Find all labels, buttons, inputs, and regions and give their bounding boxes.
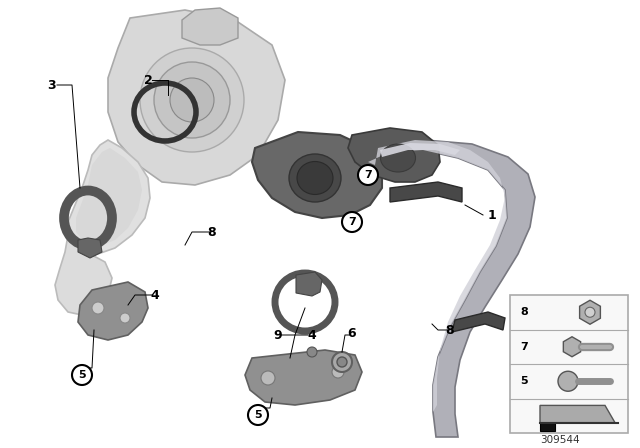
Text: 4: 4 bbox=[150, 289, 159, 302]
Polygon shape bbox=[540, 405, 615, 422]
Text: 3: 3 bbox=[48, 78, 56, 91]
Polygon shape bbox=[348, 128, 440, 182]
FancyBboxPatch shape bbox=[510, 295, 628, 433]
Text: 4: 4 bbox=[308, 328, 316, 341]
Text: 309544: 309544 bbox=[540, 435, 580, 445]
Polygon shape bbox=[380, 143, 460, 157]
Polygon shape bbox=[182, 8, 238, 45]
Text: 8: 8 bbox=[445, 323, 454, 336]
Ellipse shape bbox=[289, 154, 341, 202]
Text: 5: 5 bbox=[254, 410, 262, 420]
Polygon shape bbox=[358, 140, 535, 437]
Circle shape bbox=[261, 371, 275, 385]
Polygon shape bbox=[540, 422, 555, 431]
Polygon shape bbox=[390, 182, 462, 202]
Circle shape bbox=[332, 352, 352, 372]
Text: 7: 7 bbox=[348, 217, 356, 227]
Polygon shape bbox=[452, 312, 505, 332]
Text: 5: 5 bbox=[520, 376, 528, 386]
Polygon shape bbox=[78, 282, 148, 340]
Polygon shape bbox=[368, 140, 507, 412]
Circle shape bbox=[337, 357, 347, 367]
Circle shape bbox=[332, 366, 344, 378]
Text: 2: 2 bbox=[143, 73, 152, 86]
Polygon shape bbox=[78, 238, 102, 258]
Text: 8: 8 bbox=[520, 307, 528, 317]
Circle shape bbox=[92, 302, 104, 314]
Circle shape bbox=[358, 165, 378, 185]
Polygon shape bbox=[252, 132, 382, 218]
Text: 5: 5 bbox=[78, 370, 86, 380]
Circle shape bbox=[585, 307, 595, 317]
Ellipse shape bbox=[297, 161, 333, 194]
Circle shape bbox=[248, 405, 268, 425]
Circle shape bbox=[342, 212, 362, 232]
Circle shape bbox=[72, 365, 92, 385]
Circle shape bbox=[170, 78, 214, 122]
Polygon shape bbox=[76, 148, 142, 246]
Text: 1: 1 bbox=[488, 208, 497, 221]
Circle shape bbox=[307, 347, 317, 357]
Circle shape bbox=[154, 62, 230, 138]
Text: 8: 8 bbox=[208, 225, 216, 238]
Polygon shape bbox=[68, 140, 150, 255]
Circle shape bbox=[120, 313, 130, 323]
Polygon shape bbox=[245, 350, 362, 405]
Polygon shape bbox=[55, 235, 112, 315]
Text: 7: 7 bbox=[364, 170, 372, 180]
Text: 6: 6 bbox=[348, 327, 356, 340]
Ellipse shape bbox=[381, 144, 415, 172]
Text: 9: 9 bbox=[274, 328, 282, 341]
Circle shape bbox=[140, 48, 244, 152]
Polygon shape bbox=[108, 10, 285, 185]
Circle shape bbox=[558, 371, 578, 391]
Polygon shape bbox=[296, 272, 322, 296]
Text: 7: 7 bbox=[520, 342, 528, 352]
